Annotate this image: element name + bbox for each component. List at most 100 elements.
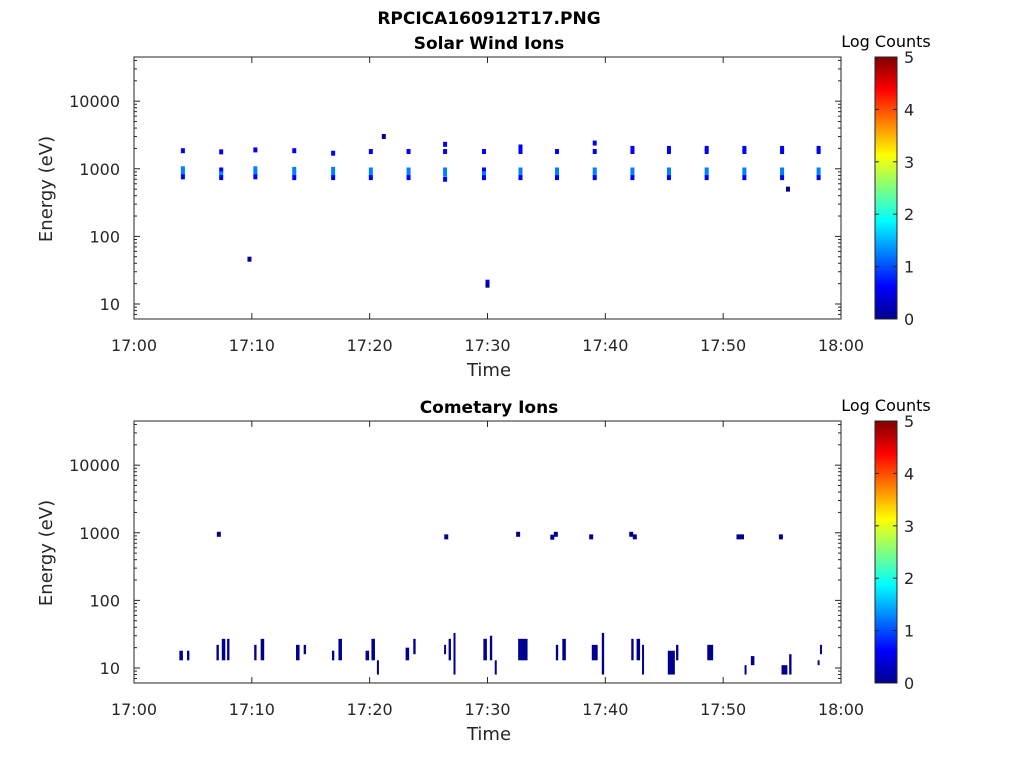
cometary-data-cell [216, 531, 221, 537]
solar-wind-data-cell [518, 149, 523, 155]
cometary-colorbar-tick-label: 1 [904, 622, 914, 641]
solar-wind-data-cell [630, 167, 635, 173]
solar-wind-data-cell [368, 167, 373, 173]
solar-wind-data-cell [742, 167, 747, 173]
solar-wind-colorbar-tick-label: 2 [904, 205, 914, 224]
cometary-data-cell [632, 534, 637, 540]
solar-wind-data-cell [253, 147, 258, 153]
solar-wind-data-cell [485, 282, 490, 288]
cometary-data-cell [676, 644, 679, 661]
solar-wind-data-cell [666, 149, 671, 155]
cometary-data-cell [601, 632, 605, 675]
cometary-colorbar-label: Log Counts [841, 396, 931, 415]
cometary-panel: Cometary Ions Time Energy (eV) Log Count… [36, 396, 931, 745]
solar-wind-data-cell [292, 171, 297, 177]
solar-wind-data-cell [704, 145, 709, 151]
solar-wind-data-cell [592, 149, 597, 155]
cometary-data-cell [260, 638, 265, 661]
solar-wind-data-cell [555, 175, 560, 181]
cometary-data-cell [376, 660, 379, 675]
solar-wind-xtick-label: 17:50 [700, 336, 746, 355]
cometary-data-cell [819, 644, 822, 655]
cometary-data-cell [413, 638, 416, 655]
solar-wind-data-cell [381, 134, 386, 140]
solar-wind-data-cell [704, 171, 709, 177]
solar-wind-colorbar-tick-label: 4 [904, 100, 914, 119]
cometary-colorbar [874, 420, 898, 684]
cometary-data-cell [781, 665, 788, 675]
solar-wind-data-cell [742, 149, 747, 155]
cometary-data-cell [740, 534, 745, 540]
cometary-colorbar-tick-label: 5 [904, 412, 914, 431]
solar-wind-data-cell [704, 167, 709, 173]
solar-wind-data-cell [292, 166, 297, 172]
solar-wind-data-cell [368, 175, 373, 181]
solar-wind-data-cell [292, 175, 297, 181]
solar-wind-xlabel: Time [466, 360, 511, 381]
solar-wind-data-cell [780, 175, 785, 181]
solar-wind-data-cell [555, 171, 560, 177]
cometary-data-cell [629, 531, 634, 537]
cometary-data-cell [453, 632, 456, 675]
solar-wind-data-cell [780, 149, 785, 155]
cometary-data-cell [631, 638, 634, 661]
solar-wind-colorbar [874, 56, 898, 320]
solar-wind-data-cell [592, 167, 597, 173]
cometary-data-cell [667, 650, 675, 675]
solar-wind-data-cell [331, 150, 336, 156]
solar-wind-ytick-label: 10000 [69, 92, 120, 111]
cometary-data-cell [371, 638, 375, 661]
solar-wind-data-cell [742, 145, 747, 151]
cometary-data-cell [555, 644, 559, 661]
solar-wind-data-cell [518, 144, 523, 150]
solar-wind-data-cell [180, 148, 185, 154]
cometary-ytick-label: 1000 [79, 524, 120, 543]
solar-wind-colorbar-label: Log Counts [841, 32, 931, 51]
solar-wind-ytick-label: 1000 [79, 160, 120, 179]
solar-wind-data-cell [666, 167, 671, 173]
solar-wind-colorbar-tick-label: 5 [904, 48, 914, 67]
solar-wind-data-cell [219, 175, 224, 181]
solar-wind-data-cell [780, 167, 785, 173]
cometary-data-cell [448, 638, 451, 661]
cometary-data-cell [405, 647, 410, 661]
solar-wind-data-cell [555, 149, 560, 155]
solar-wind-data-cell [219, 167, 224, 173]
solar-wind-data-cell [180, 174, 185, 180]
figure-title: RPCICA160912T17.PNG [377, 9, 600, 29]
cometary-colorbar-tick-label: 0 [904, 674, 914, 693]
cometary-ytick-label: 10000 [69, 456, 120, 475]
solar-wind-data-cell [555, 167, 560, 173]
solar-wind-data-cell [406, 167, 411, 173]
cometary-xlabel: Time [466, 724, 511, 745]
solar-wind-data-cell [518, 171, 523, 177]
solar-wind-data-cell [816, 167, 821, 173]
solar-wind-data-cell [666, 175, 671, 181]
solar-wind-data-cell [443, 171, 448, 177]
cometary-ylabel: Energy (eV) [36, 500, 57, 606]
cometary-data-cell [589, 534, 594, 540]
cometary-data-cell [216, 644, 219, 661]
solar-wind-data-cell [780, 171, 785, 177]
solar-wind-data-cell [406, 149, 411, 155]
solar-wind-ytick-label: 10 [100, 295, 120, 314]
solar-wind-data-cell [331, 175, 336, 181]
solar-wind-data-cell [816, 175, 821, 181]
cometary-data-cell [636, 638, 641, 661]
solar-wind-xtick-label: 18:00 [818, 336, 864, 355]
solar-wind-data-cell [443, 176, 448, 182]
solar-wind-data-cell [485, 279, 490, 285]
solar-wind-data-cell [481, 167, 486, 173]
cometary-data-cell [516, 531, 521, 537]
solar-wind-data-cell [704, 149, 709, 155]
solar-wind-colorbar-tick-label: 1 [904, 258, 914, 277]
solar-wind-data-cell [292, 148, 297, 154]
solar-wind-data-cell [630, 175, 635, 181]
solar-wind-colorbar-tick-label: 3 [904, 153, 914, 172]
solar-wind-data-cell [704, 175, 709, 181]
solar-wind-data-cell [785, 186, 790, 192]
cometary-data-cell [736, 534, 741, 540]
cometary-xtick-label: 18:00 [818, 700, 864, 719]
cometary-xtick-label: 17:30 [464, 700, 510, 719]
